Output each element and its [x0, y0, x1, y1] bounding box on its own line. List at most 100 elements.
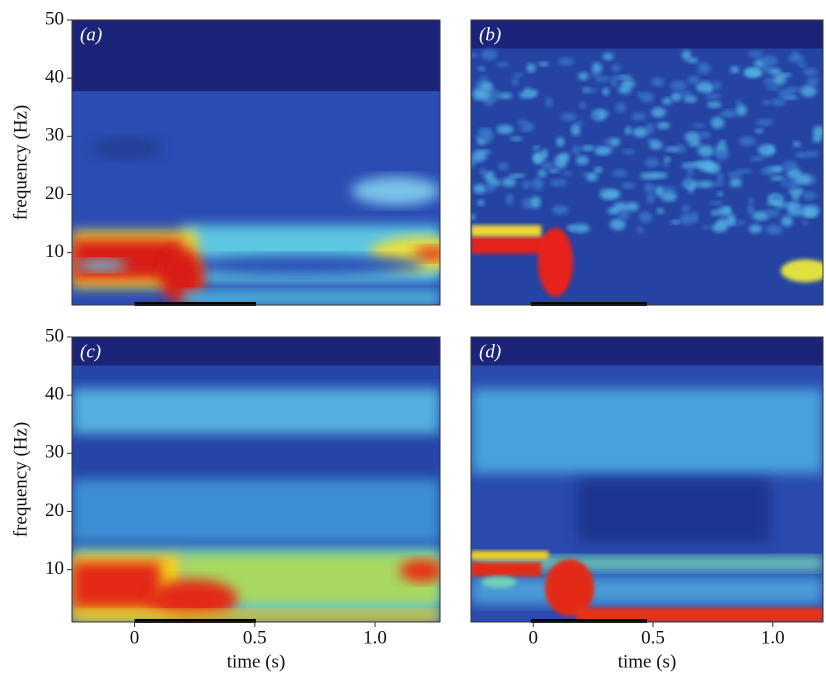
texture — [707, 101, 722, 108]
texture — [749, 156, 764, 161]
texture — [561, 113, 577, 121]
texture — [517, 119, 528, 125]
texture — [72, 388, 440, 434]
texture — [558, 58, 574, 65]
texture — [552, 205, 568, 214]
texture — [812, 134, 821, 142]
x-tick-label: 0 — [529, 627, 539, 648]
texture — [577, 480, 771, 543]
texture — [693, 161, 706, 167]
texture — [793, 141, 800, 147]
texture — [747, 204, 754, 215]
texture — [705, 93, 722, 99]
texture — [531, 196, 541, 208]
texture — [712, 223, 728, 232]
texture — [640, 92, 654, 102]
texture — [581, 145, 594, 151]
texture — [485, 183, 495, 193]
texture — [698, 63, 711, 74]
texture — [591, 71, 599, 77]
heatmap — [72, 337, 444, 622]
texture — [532, 178, 544, 190]
texture — [781, 216, 793, 227]
texture — [509, 174, 526, 178]
texture — [510, 137, 522, 141]
texture — [687, 58, 698, 64]
texture — [651, 172, 667, 179]
texture — [567, 225, 575, 231]
texture — [688, 140, 701, 147]
texture — [715, 149, 729, 160]
y-axis-label: frequency (Hz) — [10, 105, 31, 221]
texture — [548, 168, 559, 173]
texture — [649, 141, 662, 150]
texture — [657, 208, 665, 214]
texture — [612, 170, 627, 177]
texture — [541, 162, 554, 170]
texture — [496, 62, 508, 67]
texture — [76, 259, 128, 270]
texture — [603, 139, 610, 144]
texture — [601, 190, 617, 200]
texture — [738, 220, 745, 225]
texture — [595, 147, 611, 155]
texture — [670, 81, 687, 91]
texture — [352, 177, 440, 206]
y-tick-label: 40 — [45, 384, 64, 405]
x-axis-label: time (s) — [618, 651, 677, 672]
texture — [622, 149, 636, 154]
panel-label: (b) — [479, 24, 501, 45]
texture — [594, 76, 610, 82]
texture — [530, 89, 538, 96]
texture — [717, 173, 724, 182]
texture — [471, 562, 541, 576]
texture — [717, 191, 723, 196]
texture — [602, 88, 609, 95]
texture — [795, 152, 808, 158]
texture — [578, 72, 589, 80]
texture — [803, 191, 817, 200]
texture — [693, 123, 707, 127]
texture — [175, 255, 425, 275]
texture — [610, 219, 626, 231]
texture — [719, 112, 735, 116]
texture — [625, 126, 632, 135]
texture — [639, 212, 653, 223]
texture — [587, 173, 598, 181]
texture — [591, 111, 599, 120]
texture — [478, 90, 490, 100]
texture — [615, 103, 626, 113]
texture — [765, 209, 780, 217]
texture — [647, 192, 655, 203]
texture — [538, 170, 547, 178]
texture — [651, 77, 664, 86]
texture — [474, 150, 491, 154]
texture — [712, 181, 725, 186]
texture — [538, 62, 549, 66]
texture — [657, 122, 670, 129]
texture — [506, 194, 514, 205]
texture — [538, 228, 573, 296]
texture — [618, 85, 631, 94]
texture — [671, 220, 681, 224]
y-tick-label: 10 — [45, 241, 64, 262]
y-tick-label: 50 — [45, 8, 64, 29]
texture — [534, 152, 545, 163]
texture — [90, 137, 164, 160]
texture — [730, 178, 742, 187]
texture — [651, 107, 666, 117]
texture — [559, 152, 570, 161]
texture — [633, 127, 648, 137]
texture — [762, 55, 778, 66]
texture — [621, 183, 635, 189]
texture — [496, 125, 513, 134]
texture — [471, 225, 541, 236]
texture — [414, 247, 451, 261]
texture — [779, 88, 794, 99]
texture — [760, 168, 773, 175]
texture — [767, 201, 780, 206]
texture — [618, 210, 629, 220]
texture — [765, 225, 782, 235]
texture — [801, 85, 817, 97]
texture — [785, 202, 800, 209]
